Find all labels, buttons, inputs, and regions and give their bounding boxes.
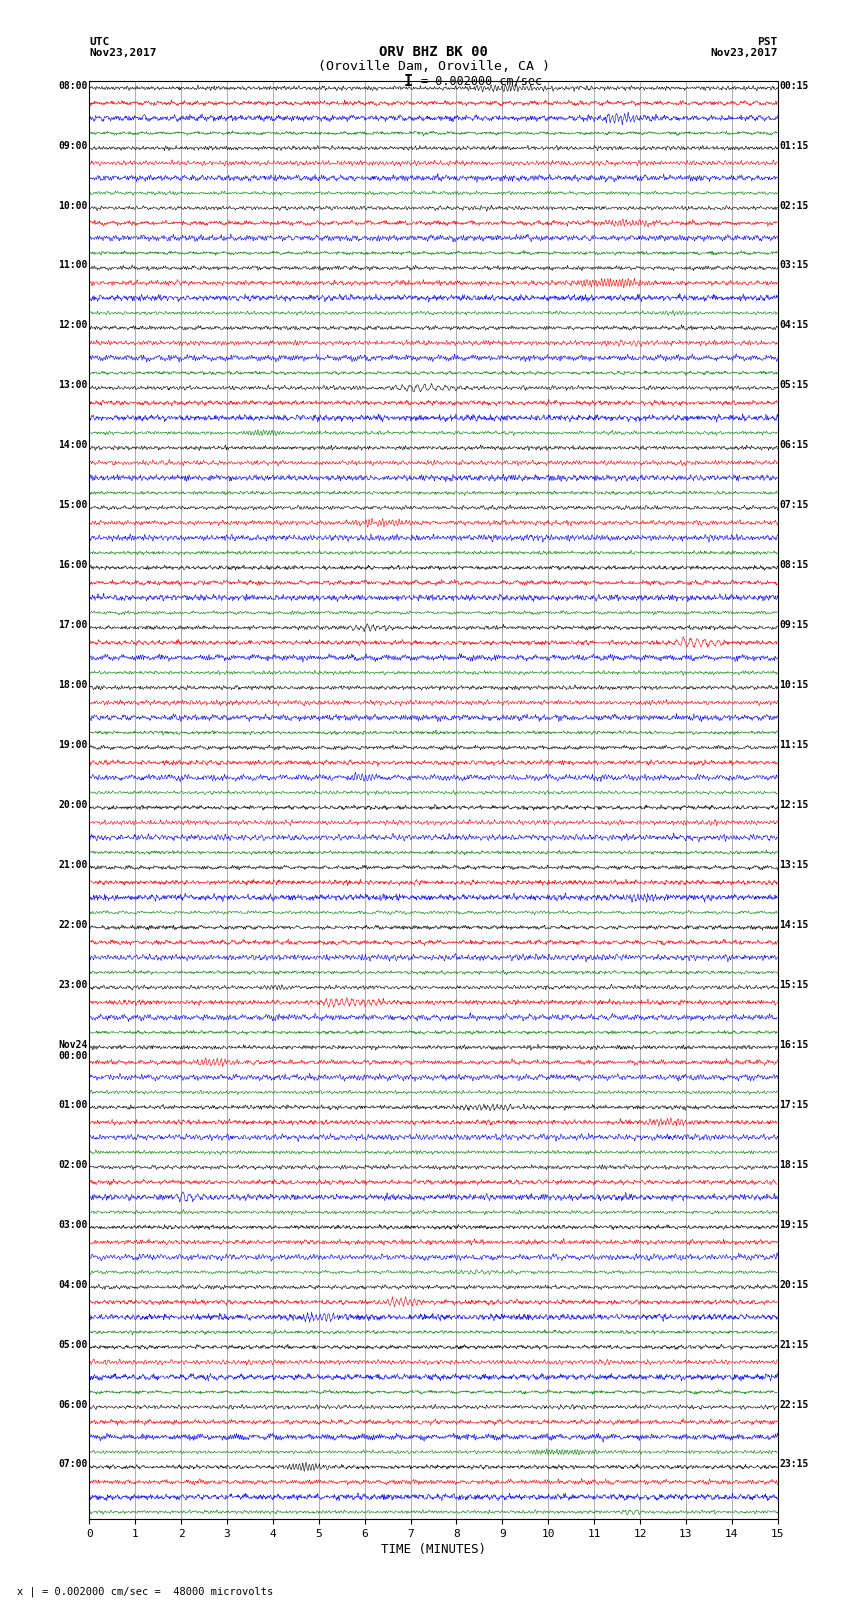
- Text: 20:00: 20:00: [59, 800, 88, 810]
- Text: I: I: [404, 74, 412, 89]
- Text: 08:15: 08:15: [779, 560, 808, 571]
- Text: 16:00: 16:00: [59, 560, 88, 571]
- Text: 17:15: 17:15: [779, 1100, 808, 1110]
- Text: 23:00: 23:00: [59, 981, 88, 990]
- Text: PST: PST: [757, 37, 778, 47]
- Text: 13:00: 13:00: [59, 381, 88, 390]
- Text: 22:15: 22:15: [779, 1400, 808, 1410]
- Text: ORV BHZ BK 00: ORV BHZ BK 00: [379, 45, 488, 60]
- Text: 06:00: 06:00: [59, 1400, 88, 1410]
- Text: 10:15: 10:15: [779, 681, 808, 690]
- Text: Nov24
00:00: Nov24 00:00: [59, 1040, 88, 1061]
- Text: 12:00: 12:00: [59, 321, 88, 331]
- Text: 07:00: 07:00: [59, 1460, 88, 1469]
- Text: 03:15: 03:15: [779, 261, 808, 271]
- Text: Nov23,2017: Nov23,2017: [89, 48, 156, 58]
- Text: 14:00: 14:00: [59, 440, 88, 450]
- Text: 19:00: 19:00: [59, 740, 88, 750]
- Text: 00:15: 00:15: [779, 81, 808, 90]
- Text: 19:15: 19:15: [779, 1219, 808, 1229]
- Text: 11:15: 11:15: [779, 740, 808, 750]
- Text: Nov23,2017: Nov23,2017: [711, 48, 778, 58]
- Text: 18:00: 18:00: [59, 681, 88, 690]
- Text: 20:15: 20:15: [779, 1279, 808, 1290]
- Text: 21:15: 21:15: [779, 1339, 808, 1350]
- X-axis label: TIME (MINUTES): TIME (MINUTES): [381, 1544, 486, 1557]
- Text: 07:15: 07:15: [779, 500, 808, 510]
- Text: 01:15: 01:15: [779, 140, 808, 150]
- Text: 02:15: 02:15: [779, 200, 808, 211]
- Text: (Oroville Dam, Oroville, CA ): (Oroville Dam, Oroville, CA ): [318, 60, 549, 73]
- Text: 09:00: 09:00: [59, 140, 88, 150]
- Text: 01:00: 01:00: [59, 1100, 88, 1110]
- Text: 23:15: 23:15: [779, 1460, 808, 1469]
- Text: 10:00: 10:00: [59, 200, 88, 211]
- Text: 22:00: 22:00: [59, 919, 88, 931]
- Text: 17:00: 17:00: [59, 621, 88, 631]
- Text: = 0.002000 cm/sec: = 0.002000 cm/sec: [421, 74, 542, 87]
- Text: 04:00: 04:00: [59, 1279, 88, 1290]
- Text: 05:15: 05:15: [779, 381, 808, 390]
- Text: 04:15: 04:15: [779, 321, 808, 331]
- Text: 15:00: 15:00: [59, 500, 88, 510]
- Text: 13:15: 13:15: [779, 860, 808, 869]
- Text: 05:00: 05:00: [59, 1339, 88, 1350]
- Text: 14:15: 14:15: [779, 919, 808, 931]
- Text: x | = 0.002000 cm/sec =  48000 microvolts: x | = 0.002000 cm/sec = 48000 microvolts: [17, 1586, 273, 1597]
- Text: 03:00: 03:00: [59, 1219, 88, 1229]
- Text: 15:15: 15:15: [779, 981, 808, 990]
- Text: 08:00: 08:00: [59, 81, 88, 90]
- Text: 09:15: 09:15: [779, 621, 808, 631]
- Text: 02:00: 02:00: [59, 1160, 88, 1169]
- Text: 11:00: 11:00: [59, 261, 88, 271]
- Text: 18:15: 18:15: [779, 1160, 808, 1169]
- Text: 12:15: 12:15: [779, 800, 808, 810]
- Text: 06:15: 06:15: [779, 440, 808, 450]
- Text: 16:15: 16:15: [779, 1040, 808, 1050]
- Text: 21:00: 21:00: [59, 860, 88, 869]
- Text: UTC: UTC: [89, 37, 110, 47]
